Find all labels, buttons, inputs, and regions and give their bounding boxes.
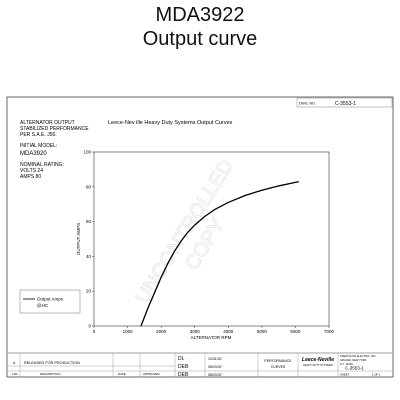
legend-entry-1: Output Amps	[37, 297, 64, 302]
y-axis: 0 20 40 60 80 100	[83, 150, 94, 329]
date-label: DATE	[118, 372, 126, 376]
volts: VOLTS 24	[20, 168, 43, 174]
part-sub: CURVES	[271, 365, 286, 369]
date-1: 10/31/02	[208, 357, 222, 361]
page-subtitle: Output curve	[142, 28, 258, 50]
x-tick-label: 0	[93, 329, 96, 334]
company-logo: Leece-Neville	[302, 357, 334, 363]
header-line-3: PER S.A.E. J56.	[20, 132, 57, 138]
date-3: 08/20/02	[208, 373, 222, 377]
chart-title: Leece-Nev ille Heavy Duty Systems Output…	[108, 120, 233, 126]
x-tick-label: 2000	[156, 329, 167, 334]
page-title: MDA3922	[155, 4, 245, 26]
initials-2: DEB	[178, 364, 189, 370]
x-tick-label: 1000	[123, 329, 134, 334]
top-number: C-3553-1	[335, 101, 356, 107]
date-2: 08/20/02	[208, 365, 222, 369]
nominal-rating-label: NOMINAL RATING:	[20, 162, 64, 168]
y-tick-label: 60	[86, 219, 92, 224]
top-number-box	[296, 97, 393, 108]
y-tick-label: 80	[86, 184, 92, 189]
header-line-2: STABILIZED PERFORMANCE	[20, 126, 89, 132]
sheet-value: 1 OF 1	[372, 373, 381, 377]
series-line-output-amps	[140, 180, 299, 327]
amps: AMPS 80	[20, 174, 41, 180]
initial-model-label: INITIAL MODEL:	[20, 143, 57, 149]
x-tick-label: 4000	[223, 329, 234, 334]
legend-box	[19, 289, 81, 314]
approved-label: APPROVED	[143, 372, 161, 376]
initial-model: MDA3920	[20, 151, 47, 157]
legend-entry-2: @HC	[37, 303, 49, 308]
y-tick-label: 100	[83, 150, 91, 155]
y-axis-label: OUTPUT AMPS	[76, 223, 81, 255]
x-tick-label: 7000	[324, 329, 335, 334]
header-line-1: ALTERNATOR OUTPUT	[20, 120, 75, 126]
ltr-label: LTR	[12, 372, 18, 376]
revision-letter: A	[13, 361, 16, 365]
y-tick-label: 20	[86, 289, 92, 294]
x-axis-label: ALTERNATOR RPM	[191, 335, 232, 340]
released-note: RELEASED FOR PRODUCTION	[24, 361, 80, 365]
plot-area	[93, 151, 330, 327]
company-line-1: PRESTOLITE ELECTRIC, INC.	[340, 354, 377, 358]
company-logo-sub: HEAVY DUTY SYSTEMS	[303, 363, 333, 367]
title-block: A RELEASED FOR PRODUCTION LTR DESCRIPTIO…	[8, 352, 392, 378]
sheet-label: SHEET	[340, 373, 350, 377]
y-tick-label: 40	[86, 254, 92, 259]
legend: Output Amps @HC	[19, 289, 81, 314]
description-label: DESCRIPTION	[40, 372, 61, 376]
company-line-3: N.Y. 14009	[340, 362, 353, 366]
initials-1: DL	[178, 356, 185, 362]
top-number-label: DWG. NO.	[299, 102, 316, 106]
part-name: PERFORMANCE	[264, 359, 292, 363]
initials-3: DEB	[178, 372, 189, 378]
x-tick-label: 6000	[290, 329, 301, 334]
company-line-2: ARCADE, NEW YORK	[340, 358, 367, 362]
x-tick-label: 3000	[190, 329, 201, 334]
x-tick-label: 5000	[257, 329, 268, 334]
x-axis: 0 1000 2000 3000 4000 5000 6000 7000	[93, 326, 335, 334]
drawing-number: C-3553-1	[345, 366, 364, 371]
y-tick-label: 0	[88, 324, 91, 329]
